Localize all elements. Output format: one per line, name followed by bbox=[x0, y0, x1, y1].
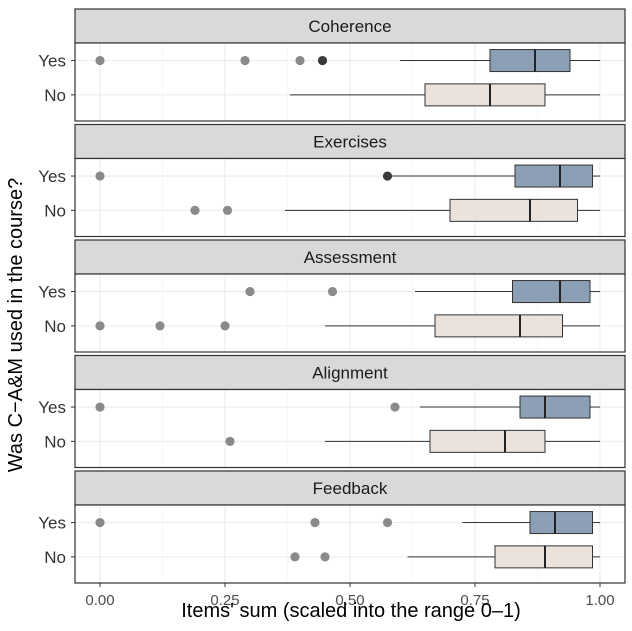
facet-strip bbox=[74, 8, 626, 44]
facet-feedback: Feedback Yes No bbox=[38, 470, 626, 584]
category-label-no: No bbox=[44, 432, 66, 451]
facet-coherence: Coherence Yes No bbox=[38, 8, 626, 122]
boxplot-no: No bbox=[44, 314, 600, 338]
outlier-point bbox=[382, 171, 393, 181]
category-label-no: No bbox=[44, 317, 66, 336]
box-iqr bbox=[519, 395, 591, 419]
outlier-point bbox=[310, 517, 320, 528]
category-label-yes: Yes bbox=[38, 52, 66, 71]
box-iqr bbox=[424, 83, 546, 107]
box-iqr bbox=[449, 198, 578, 222]
outlier-point bbox=[317, 55, 328, 66]
outlier-point bbox=[320, 552, 330, 562]
boxplot-yes: Yes bbox=[38, 164, 600, 188]
facet-exercises: Exercises Yes No bbox=[38, 123, 626, 238]
box-iqr bbox=[494, 545, 593, 569]
box-iqr bbox=[434, 314, 563, 338]
box-iqr bbox=[489, 49, 571, 73]
x-tick-label: 0.50 bbox=[335, 592, 364, 609]
panel-border bbox=[74, 42, 626, 122]
boxplot-no: No bbox=[44, 545, 600, 569]
outlier-point bbox=[95, 517, 105, 528]
category-label-yes: Yes bbox=[38, 514, 66, 533]
box-iqr bbox=[429, 429, 546, 453]
facet-title: Assessment bbox=[304, 248, 397, 267]
boxplot-yes: Yes bbox=[38, 280, 600, 304]
outlier-point bbox=[327, 286, 338, 297]
box-iqr bbox=[514, 164, 593, 188]
outlier-point bbox=[240, 55, 250, 66]
x-tick-label: 0.25 bbox=[210, 592, 239, 609]
facet-title: Exercises bbox=[313, 133, 387, 152]
y-axis-title: Was C−A&M used in the course? bbox=[5, 178, 27, 472]
facet-strip bbox=[74, 239, 626, 275]
facet-title: Coherence bbox=[308, 17, 391, 36]
outlier-point bbox=[222, 205, 233, 215]
category-label-yes: Yes bbox=[38, 398, 66, 417]
category-label-no: No bbox=[44, 86, 66, 105]
facet-strip bbox=[74, 354, 626, 391]
facet-title: Feedback bbox=[313, 479, 388, 498]
outlier-point bbox=[95, 402, 105, 412]
outlier-point bbox=[155, 321, 165, 331]
category-label-yes: Yes bbox=[38, 283, 66, 302]
outlier-point bbox=[390, 402, 400, 412]
outlier-point bbox=[95, 55, 105, 66]
facet-title: Alignment bbox=[312, 364, 388, 383]
boxplot-no: No bbox=[44, 429, 600, 453]
facet-assessment: Assessment Yes No bbox=[38, 239, 626, 353]
outlier-point bbox=[245, 286, 255, 297]
boxplot-yes: Yes bbox=[38, 511, 600, 535]
outlier-point bbox=[382, 517, 393, 528]
outlier-point bbox=[220, 321, 230, 331]
facet-strip bbox=[74, 470, 626, 506]
panel-border bbox=[74, 273, 626, 353]
outlier-point bbox=[290, 552, 300, 562]
outlier-point bbox=[295, 55, 305, 66]
facet-strip bbox=[74, 123, 626, 160]
boxplot-no: No bbox=[44, 83, 600, 107]
outlier-point bbox=[95, 171, 105, 181]
x-axis: 0.00 0.25 0.50 0.75 1.00 bbox=[85, 583, 615, 609]
outlier-point bbox=[95, 321, 105, 331]
category-label-no: No bbox=[44, 201, 66, 220]
boxplot-no: No bbox=[44, 198, 600, 222]
boxplot-yes: Yes bbox=[38, 49, 600, 73]
outlier-point bbox=[225, 436, 235, 446]
x-tick-label: 0.00 bbox=[85, 592, 114, 609]
x-tick-label: 1.00 bbox=[585, 592, 614, 609]
category-label-no: No bbox=[44, 548, 66, 567]
panel-border bbox=[74, 157, 626, 238]
facet-alignment: Alignment Yes No bbox=[38, 354, 626, 469]
panel-border bbox=[74, 388, 626, 469]
x-tick-label: 0.75 bbox=[460, 592, 489, 609]
x-axis-title: Items' sum (scaled into the range 0–1) bbox=[181, 600, 521, 622]
boxplot-yes: Yes bbox=[38, 395, 600, 419]
box-iqr bbox=[512, 280, 591, 304]
outlier-point bbox=[190, 205, 200, 215]
box-iqr bbox=[529, 511, 593, 535]
category-label-yes: Yes bbox=[38, 167, 66, 186]
facets: Coherence Yes No Exercises Yes No Assessment Ye… bbox=[38, 8, 626, 584]
